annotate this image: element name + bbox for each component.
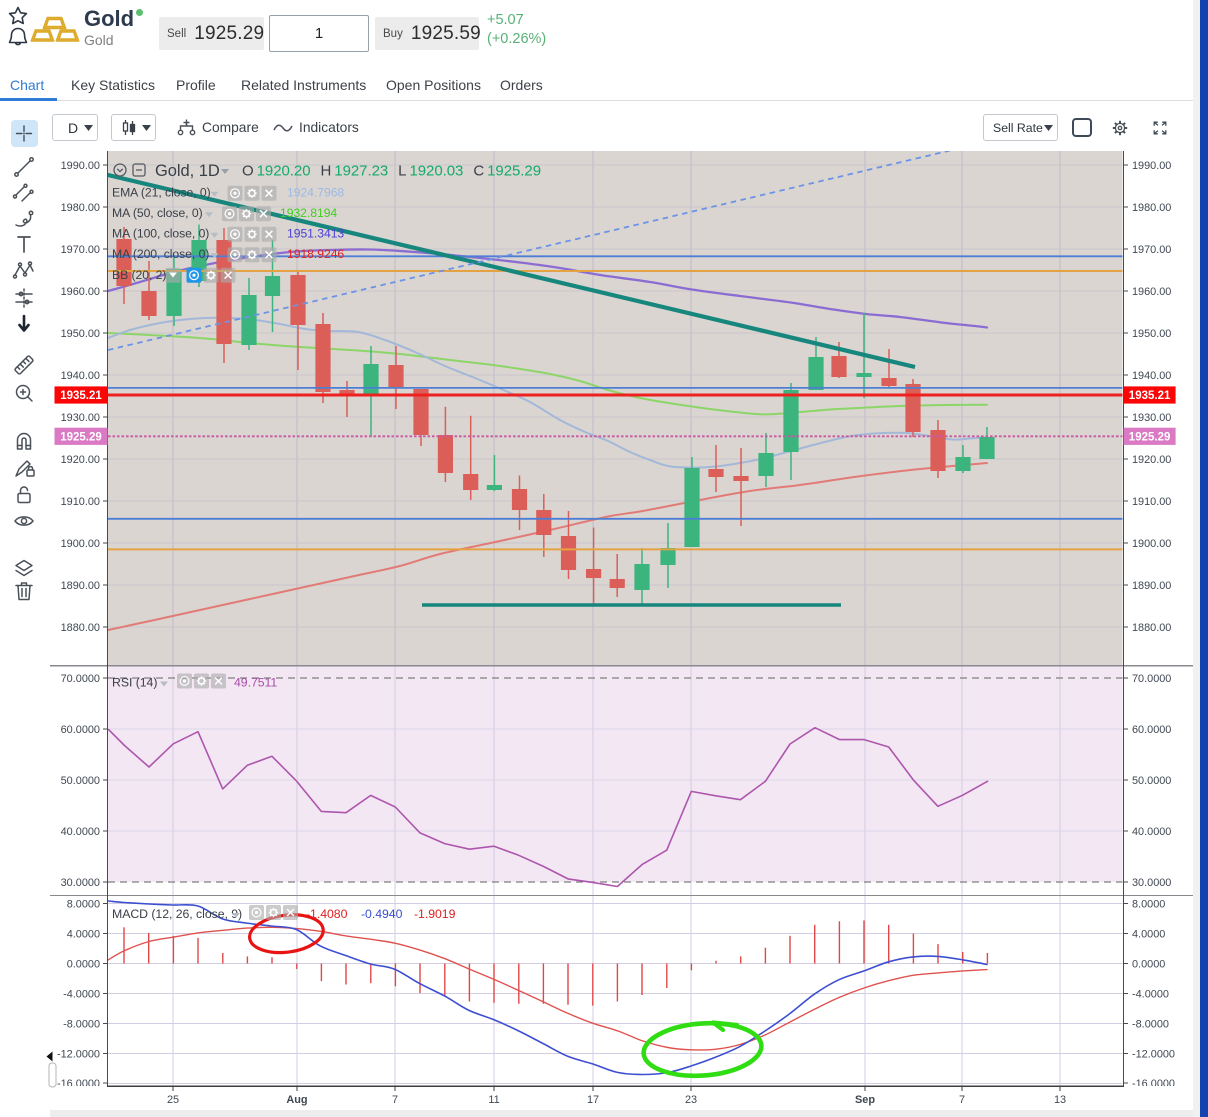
svg-text:49.7511: 49.7511: [234, 676, 277, 690]
svg-text:13: 13: [1054, 1094, 1066, 1106]
svg-text:1920.00: 1920.00: [1132, 454, 1171, 466]
svg-text:MACD (12, 26, close, 9): MACD (12, 26, close, 9): [112, 907, 242, 921]
svg-text:4.0000: 4.0000: [1132, 929, 1165, 941]
svg-text:1935.21: 1935.21: [1129, 390, 1171, 402]
svg-text:1925.29: 1925.29: [60, 432, 102, 444]
svg-text:17: 17: [587, 1094, 599, 1106]
svg-text:1924.7968: 1924.7968: [287, 186, 344, 200]
svg-text:1932.8194: 1932.8194: [280, 206, 337, 220]
svg-text:Sep: Sep: [855, 1094, 875, 1106]
svg-text:60.0000: 60.0000: [61, 724, 100, 736]
svg-text:50.0000: 50.0000: [61, 775, 100, 787]
svg-text:1990.00: 1990.00: [61, 160, 100, 172]
svg-text:1930.00: 1930.00: [61, 412, 100, 424]
svg-text:-12.0000: -12.0000: [1132, 1049, 1175, 1061]
svg-text:0.0000: 0.0000: [67, 959, 100, 971]
svg-text:1950.00: 1950.00: [1132, 328, 1171, 340]
svg-text:-16.0000: -16.0000: [1132, 1078, 1175, 1090]
svg-text:1918.9246: 1918.9246: [287, 247, 344, 261]
svg-text:Gold, 1D: Gold, 1D: [155, 162, 220, 180]
svg-text:1951.3413: 1951.3413: [287, 227, 344, 241]
svg-text:50.0000: 50.0000: [1132, 775, 1171, 787]
svg-text:1880.00: 1880.00: [1132, 622, 1171, 634]
svg-text:1980.00: 1980.00: [61, 202, 100, 214]
svg-text:30.0000: 30.0000: [1132, 877, 1171, 889]
svg-text:1890.00: 1890.00: [1132, 580, 1171, 592]
svg-text:7: 7: [959, 1094, 965, 1106]
svg-text:25: 25: [167, 1094, 179, 1106]
svg-text:1935.21: 1935.21: [60, 390, 102, 402]
svg-text:1880.00: 1880.00: [61, 622, 100, 634]
svg-text:RSI (14): RSI (14): [112, 676, 157, 690]
svg-text:23: 23: [685, 1094, 697, 1106]
svg-text:40.0000: 40.0000: [61, 826, 100, 838]
svg-text:-8.0000: -8.0000: [1132, 1019, 1169, 1031]
svg-text:MA (50, close, 0): MA (50, close, 0): [112, 206, 203, 220]
svg-text:-4.0000: -4.0000: [1132, 989, 1169, 1001]
svg-text:EMA (21, close, 0): EMA (21, close, 0): [112, 186, 211, 200]
svg-text:1970.00: 1970.00: [61, 244, 100, 256]
svg-text:30.0000: 30.0000: [61, 877, 100, 889]
svg-text:-1.4080: -1.4080: [306, 907, 348, 921]
svg-text:-12.0000: -12.0000: [57, 1049, 100, 1061]
svg-text:1990.00: 1990.00: [1132, 160, 1171, 172]
svg-text:1950.00: 1950.00: [61, 328, 100, 340]
svg-text:1890.00: 1890.00: [61, 580, 100, 592]
svg-text:1910.00: 1910.00: [61, 496, 100, 508]
svg-text:1925.29: 1925.29: [1129, 432, 1171, 444]
svg-text:70.0000: 70.0000: [1132, 673, 1171, 685]
svg-text:11: 11: [488, 1094, 499, 1106]
svg-text:-4.0000: -4.0000: [63, 989, 100, 1001]
svg-text:70.0000: 70.0000: [61, 673, 100, 685]
svg-text:MA (100, close, 0): MA (100, close, 0): [112, 227, 209, 241]
svg-text:BB (20, 2): BB (20, 2): [112, 268, 166, 282]
svg-text:MA (200, close, 0): MA (200, close, 0): [112, 247, 209, 261]
svg-text:-1.9019: -1.9019: [414, 907, 456, 921]
svg-text:1920.00: 1920.00: [61, 454, 100, 466]
svg-text:8.0000: 8.0000: [67, 899, 100, 911]
svg-text:1960.00: 1960.00: [1132, 286, 1171, 298]
svg-text:0.0000: 0.0000: [1132, 959, 1165, 971]
svg-text:Aug: Aug: [286, 1094, 307, 1106]
svg-text:1940.00: 1940.00: [61, 370, 100, 382]
svg-text:1910.00: 1910.00: [1132, 496, 1171, 508]
svg-text:4.0000: 4.0000: [67, 929, 100, 941]
svg-text:-8.0000: -8.0000: [63, 1019, 100, 1031]
svg-text:60.0000: 60.0000: [1132, 724, 1171, 736]
svg-text:1970.00: 1970.00: [1132, 244, 1171, 256]
svg-text:-16.0000: -16.0000: [57, 1078, 100, 1090]
svg-text:1900.00: 1900.00: [1132, 538, 1171, 550]
svg-text:8.0000: 8.0000: [1132, 899, 1165, 911]
svg-text:1900.00: 1900.00: [61, 538, 100, 550]
svg-text:7: 7: [392, 1094, 398, 1106]
svg-text:-0.4940: -0.4940: [361, 907, 403, 921]
svg-text:40.0000: 40.0000: [1132, 826, 1171, 838]
svg-text:1940.00: 1940.00: [1132, 370, 1171, 382]
svg-text:1930.00: 1930.00: [1132, 412, 1171, 424]
svg-text:1960.00: 1960.00: [61, 286, 100, 298]
svg-text:1980.00: 1980.00: [1132, 202, 1171, 214]
